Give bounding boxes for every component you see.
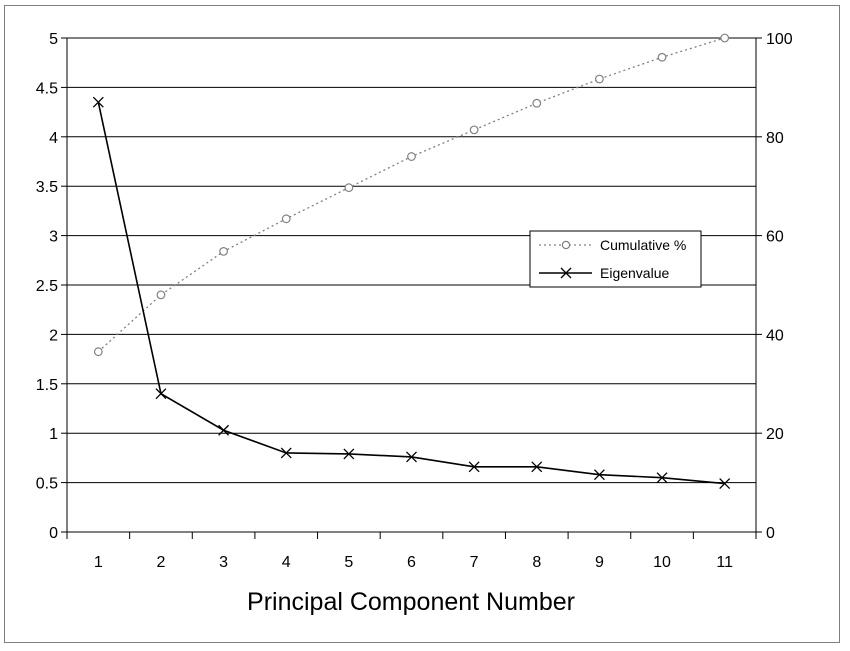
right-tick-label: 60: [766, 229, 784, 246]
right-tick-label: 100: [766, 31, 793, 48]
right-tick-label: 40: [766, 327, 784, 344]
series-cumulative: [93, 33, 730, 357]
right-axis-ticks: 0 20 40 60 80 100: [756, 31, 793, 542]
left-tick-label: 4.5: [36, 80, 58, 97]
x-tick-label: 10: [653, 554, 671, 571]
left-tick-label: 0.5: [36, 476, 58, 493]
data-point: [593, 469, 605, 481]
data-point: [468, 461, 480, 473]
data-point: [656, 472, 668, 484]
data-point: [532, 98, 542, 108]
data-point: [531, 461, 543, 473]
x-tick-label: 3: [219, 554, 228, 571]
chart-frame: [4, 5, 840, 643]
data-point: [219, 247, 228, 256]
data-point: [218, 424, 230, 436]
x-tick-label: 9: [595, 554, 604, 571]
right-tick-label: 0: [766, 525, 775, 542]
data-point: [155, 388, 167, 400]
x-tick-label: 2: [157, 554, 166, 571]
data-point: [469, 125, 479, 135]
left-tick-label: 2: [49, 327, 58, 344]
x-tick-label: 6: [407, 554, 416, 571]
x-tick-label: 7: [470, 554, 479, 571]
data-point: [156, 290, 166, 300]
x-tick-label: 1: [94, 554, 103, 571]
x-axis-ticks: 1 2 3 4 5 6 7 8 9 10 11: [66, 532, 757, 571]
data-point: [281, 214, 291, 224]
left-tick-label: 1: [49, 426, 58, 443]
left-tick-label: 5: [49, 31, 58, 48]
left-tick-label: 3: [49, 229, 58, 246]
left-tick-label: 3.5: [36, 179, 58, 196]
left-tick-label: 0: [49, 525, 58, 542]
legend-cumulative-marker: [561, 240, 571, 250]
data-point: [720, 33, 730, 43]
data-point: [344, 183, 354, 193]
data-point: [595, 74, 604, 84]
x-tick-label: 4: [282, 554, 291, 571]
x-tick-label: 11: [716, 554, 733, 571]
data-point: [343, 448, 355, 460]
left-tick-label: 2.5: [36, 278, 58, 295]
legend: Cumulative % Eigenvalue: [529, 230, 702, 288]
legend-eigenvalue-marker: [560, 267, 572, 279]
legend-eigenvalue-label: Eigenvalue: [600, 265, 669, 281]
legend-cumulative-label: Cumulative %: [600, 237, 686, 253]
data-point: [280, 447, 292, 459]
data-point: [657, 52, 667, 62]
right-tick-label: 20: [766, 426, 784, 443]
right-tick-label: 80: [766, 130, 784, 147]
data-point: [407, 152, 416, 161]
x-tick-label: 5: [344, 554, 353, 571]
x-tick-label: 8: [532, 554, 541, 571]
data-point: [92, 96, 104, 108]
left-axis-ticks: 0 0.5 1 1.5 2 2.5 3 3.5 4 4.5 5: [36, 31, 67, 542]
data-point: [93, 347, 103, 357]
series-line: [97, 37, 725, 353]
data-point: [406, 451, 417, 463]
series-eigenvalue: [92, 96, 731, 490]
x-axis-title: Principal Component Number: [247, 588, 575, 616]
data-point: [719, 478, 731, 490]
series-layer: [92, 33, 731, 490]
left-tick-label: 4: [49, 130, 58, 147]
legend-box: [529, 230, 702, 288]
left-tick-label: 1.5: [36, 377, 58, 394]
